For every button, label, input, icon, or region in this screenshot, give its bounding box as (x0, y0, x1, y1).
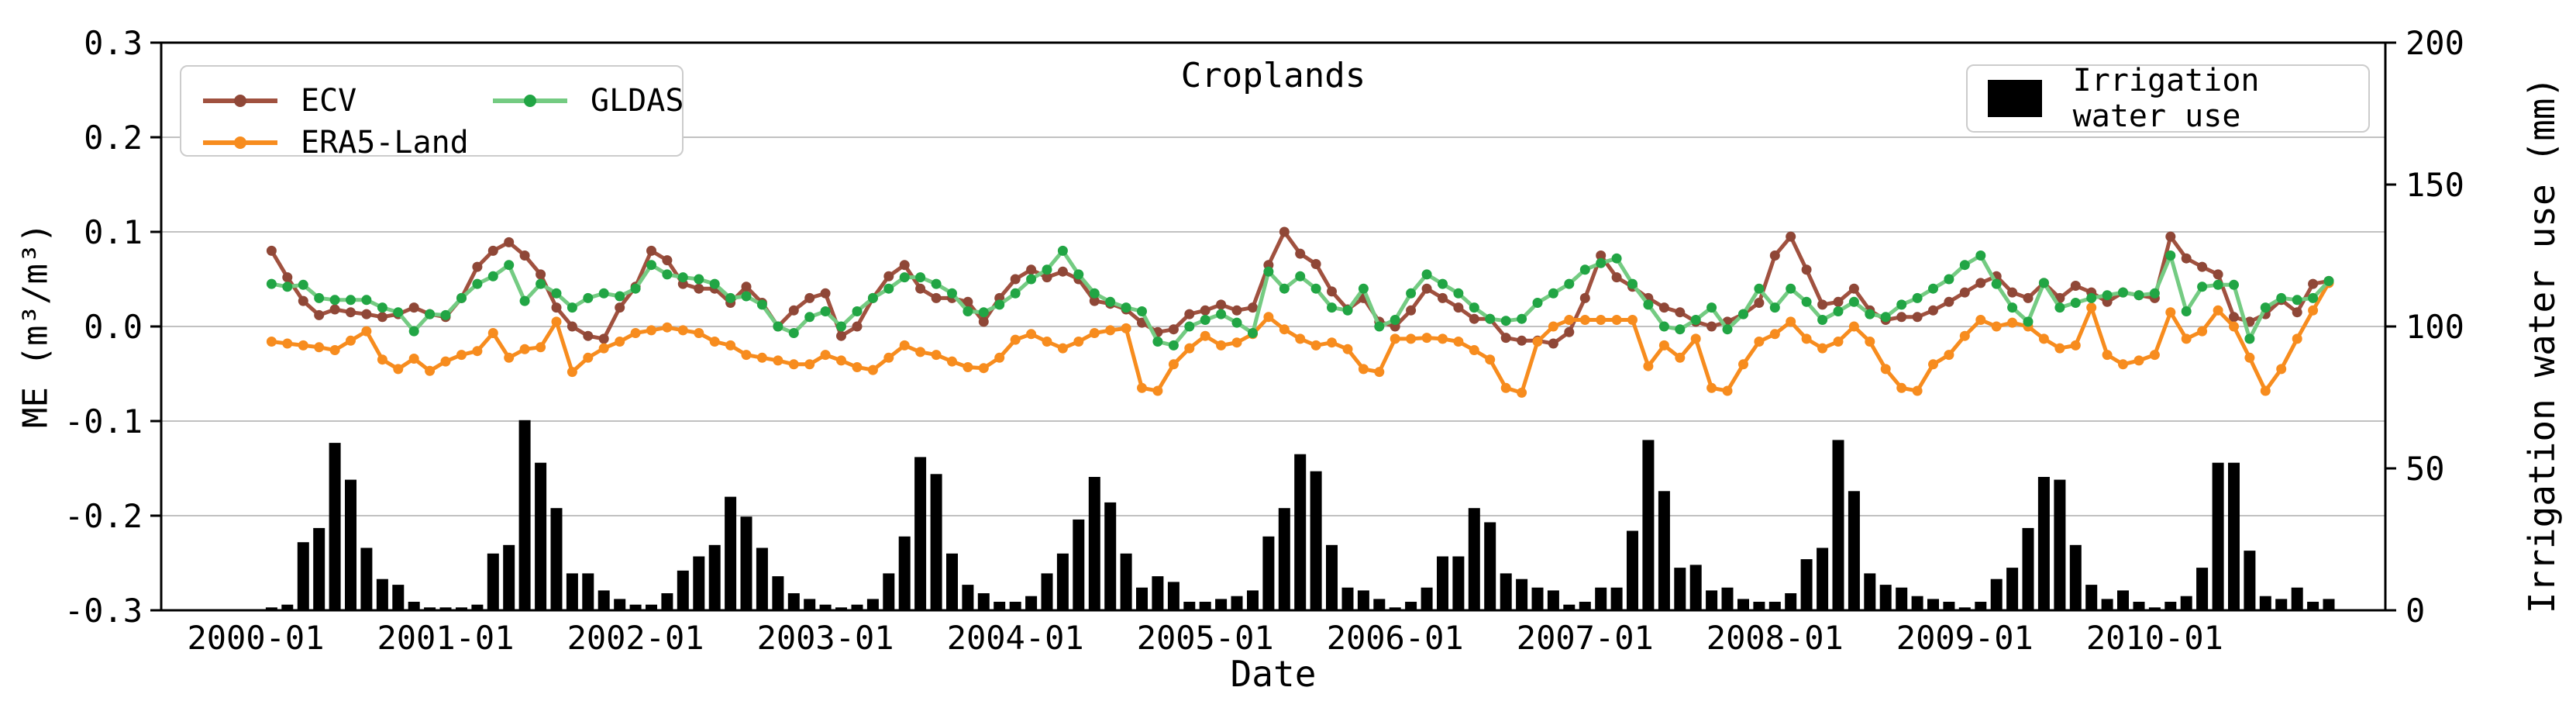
svg-text:-0.2: -0.2 (64, 497, 143, 535)
legend-label-era5: ERA5-Land (301, 125, 469, 161)
legend-irrigation-box: Irrigation water use (1966, 63, 2370, 134)
irrigation-bar-swatch-icon (1988, 80, 2042, 117)
svg-text:-0.1: -0.1 (64, 402, 143, 440)
legend-label-gldas: GLDAS (591, 83, 684, 119)
era5-line-sample-icon (203, 136, 277, 149)
svg-text:50: 50 (2406, 450, 2445, 488)
svg-text:2002-01: 2002-01 (567, 619, 704, 657)
y-axis-label-left: ME (m³/m³) (15, 223, 56, 428)
legend-item-era5: ERA5-Land (201, 125, 469, 161)
svg-text:2006-01: 2006-01 (1327, 619, 1464, 657)
gldas-markers (266, 245, 2334, 351)
svg-text:0: 0 (2406, 592, 2425, 630)
svg-text:2005-01: 2005-01 (1137, 619, 1274, 657)
legend-label-irrigation: Irrigation water use (2072, 63, 2260, 134)
legend-item-ecv: ECV (201, 83, 357, 119)
svg-text:2007-01: 2007-01 (1517, 619, 1654, 657)
svg-text:2010-01: 2010-01 (2086, 619, 2223, 657)
svg-text:0.0: 0.0 (84, 308, 143, 346)
svg-text:2001-01: 2001-01 (377, 619, 514, 657)
svg-text:2003-01: 2003-01 (757, 619, 894, 657)
y-axis-label-right: Irrigation water use (mm) (2521, 76, 2563, 614)
svg-text:2009-01: 2009-01 (1896, 619, 2034, 657)
svg-text:2004-01: 2004-01 (947, 619, 1084, 657)
gldas-line-sample-icon (493, 95, 567, 107)
y-axis-left-ticks: 0.3 0.2 0.1 0.0 -0.1 -0.2 -0.3 (64, 24, 161, 630)
legend-item-gldas: GLDAS (491, 83, 684, 119)
svg-text:200: 200 (2406, 24, 2464, 62)
ecv-line-sample-icon (203, 95, 277, 107)
x-axis-label: Date (1230, 653, 1317, 695)
svg-text:0.3: 0.3 (84, 24, 143, 62)
y-axis-right-ticks: 200 150 100 50 0 (2385, 24, 2464, 630)
svg-text:0.2: 0.2 (84, 119, 143, 157)
x-axis-ticklabels: 2000-01 2001-01 2002-01 2003-01 2004-01 2005-… (187, 619, 2223, 657)
legend-label-ecv: ECV (301, 83, 357, 119)
svg-text:150: 150 (2406, 166, 2464, 204)
era5-land-markers (266, 278, 2334, 398)
chart-title: Croplands (1180, 56, 1366, 95)
svg-text:2000-01: 2000-01 (187, 619, 324, 657)
legend-lines-box: ECV ERA5-Land GLDAS (180, 65, 684, 161)
svg-text:100: 100 (2406, 308, 2464, 346)
svg-text:-0.3: -0.3 (64, 592, 143, 630)
svg-text:2008-01: 2008-01 (1706, 619, 1844, 657)
svg-text:0.1: 0.1 (84, 213, 143, 251)
bars-irrigation-water-use (265, 420, 2335, 610)
